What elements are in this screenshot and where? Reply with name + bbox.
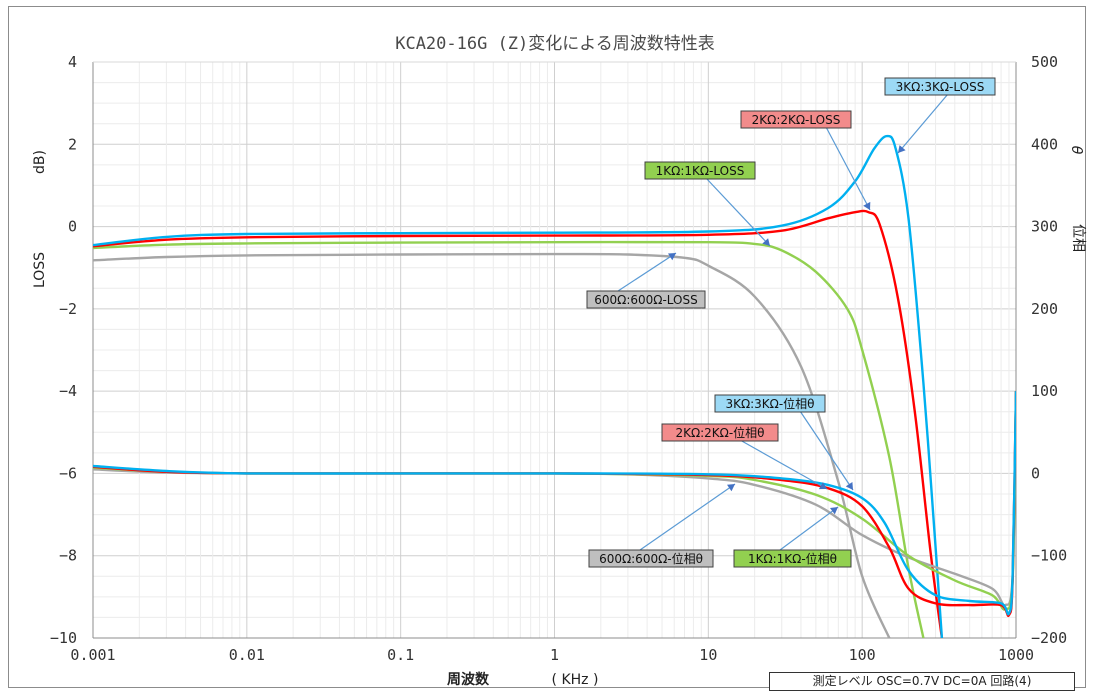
annotation-label: 2KΩ:2KΩ-位相θ: [675, 425, 764, 440]
y-left-axis-unit: dB): [32, 150, 48, 174]
annotation-box: [586, 290, 706, 309]
annotation-label: 3KΩ:3KΩ-位相θ: [725, 396, 814, 411]
annotation-box: [714, 394, 826, 413]
callout-arrow: [799, 410, 854, 491]
callout-arrow: [639, 483, 736, 551]
chart-title: KCA20-16G (Z)変化による周波数特性表: [395, 34, 715, 54]
callout-arrowhead: [898, 145, 906, 153]
x-tick-label: 10: [699, 646, 717, 664]
annotation-label: 600Ω:600Ω-位相θ: [599, 551, 703, 566]
y-right-tick-label: 500: [1031, 53, 1058, 71]
series-line: [93, 240, 925, 638]
callout-arrowhead: [845, 482, 853, 490]
annotation-box: [644, 161, 756, 180]
y-left-tick-label: 2: [68, 135, 77, 153]
y-right-axis-label: 位相: [1070, 224, 1086, 252]
series-line: [93, 134, 944, 638]
x-tick-label: 1000: [998, 646, 1034, 664]
y-right-axis-symbol: θ: [1068, 146, 1084, 155]
annotation-box: [588, 549, 714, 568]
series-line: [93, 209, 944, 638]
annotation-box: [740, 110, 852, 129]
callout-arrowhead: [727, 484, 735, 492]
callout-arrow: [739, 439, 828, 490]
y-right-tick-label: 300: [1031, 218, 1058, 236]
series-line: [93, 252, 891, 638]
callout-arrow: [897, 93, 949, 154]
y-right-tick-label: 400: [1031, 135, 1058, 153]
callout-arrow: [779, 506, 839, 551]
x-tick-label: 1: [550, 646, 559, 664]
y-left-tick-label: 4: [68, 53, 77, 71]
annotation-box: [884, 77, 996, 96]
y-left-tick-label: −6: [59, 464, 77, 482]
callout-arrow: [825, 126, 871, 211]
x-tick-label: 0.01: [229, 646, 265, 664]
x-tick-label: 100: [849, 646, 876, 664]
y-right-tick-label: 0: [1031, 464, 1040, 482]
callout-arrowhead: [863, 201, 871, 210]
x-tick-label: 0.001: [70, 646, 115, 664]
callout-arrowhead: [762, 238, 770, 246]
annotation-box: [733, 549, 852, 568]
y-left-tick-label: 0: [68, 218, 77, 236]
x-axis-label: 周波数: [447, 671, 490, 688]
callout-arrowhead: [818, 482, 827, 490]
y-right-tick-label: −100: [1031, 547, 1067, 565]
measurement-level-label: 測定レベル OSC=0.7V DC=0A 回路(4): [769, 672, 1075, 691]
y-right-tick-label: −200: [1031, 629, 1067, 647]
y-left-axis-label: LOSS: [32, 252, 48, 288]
y-right-tick-label: 200: [1031, 300, 1058, 318]
x-axis-unit: ( KHz ): [552, 672, 599, 688]
callout-arrow: [617, 252, 677, 292]
annotation-label: 1KΩ:1KΩ-LOSS: [656, 164, 745, 178]
y-left-tick-label: −2: [59, 300, 77, 318]
y-left-tick-label: −10: [50, 629, 77, 647]
annotation-label: 3KΩ:3KΩ-LOSS: [896, 80, 985, 94]
callout-arrowhead: [830, 507, 838, 515]
annotation-box: [661, 423, 779, 442]
y-left-tick-label: −4: [59, 382, 77, 400]
callout-arrow: [705, 177, 771, 247]
annotation-label: 1KΩ:1KΩ-位相θ: [748, 551, 837, 566]
y-right-tick-label: 100: [1031, 382, 1058, 400]
annotation-label: 600Ω:600Ω-LOSS: [594, 293, 697, 307]
y-left-tick-label: −8: [59, 547, 77, 565]
x-tick-label: 0.1: [387, 646, 414, 664]
callout-arrowhead: [668, 253, 676, 261]
annotation-label: 2KΩ:2KΩ-LOSS: [752, 113, 841, 127]
series-line: [93, 391, 1016, 616]
